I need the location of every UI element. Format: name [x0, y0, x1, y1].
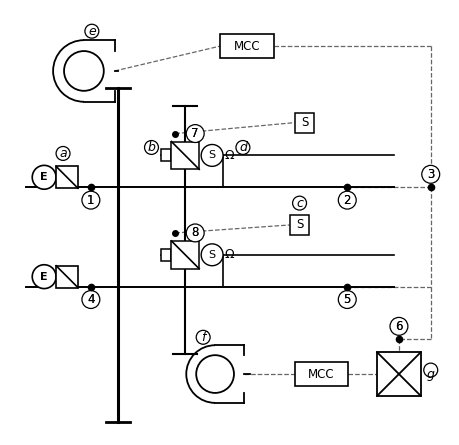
Text: c: c: [296, 197, 303, 210]
Circle shape: [82, 291, 100, 308]
Bar: [171, 241, 199, 269]
Bar: [56, 266, 78, 287]
Circle shape: [201, 145, 223, 166]
Text: d: d: [239, 141, 247, 154]
Bar: [56, 166, 78, 188]
Text: Ω: Ω: [224, 248, 234, 261]
Bar: [290, 215, 309, 235]
Text: E: E: [40, 271, 48, 282]
Text: 3: 3: [427, 168, 434, 181]
Bar: [220, 34, 274, 58]
Text: E: E: [40, 172, 48, 182]
Text: 1: 1: [87, 194, 95, 206]
Text: MCC: MCC: [308, 368, 335, 380]
Text: S: S: [208, 150, 216, 160]
Text: MCC: MCC: [234, 40, 260, 53]
Text: 7: 7: [191, 127, 199, 140]
Bar: [162, 150, 171, 162]
Text: 8: 8: [191, 227, 199, 239]
Circle shape: [32, 166, 56, 189]
Bar: [295, 113, 314, 133]
Circle shape: [32, 265, 56, 289]
Text: 6: 6: [395, 320, 403, 333]
Text: 8: 8: [191, 227, 199, 239]
Text: Ω: Ω: [224, 149, 234, 162]
Text: 4: 4: [87, 293, 95, 306]
Circle shape: [186, 125, 204, 142]
Text: 1: 1: [87, 194, 95, 206]
Text: 7: 7: [191, 127, 199, 140]
Text: g: g: [427, 368, 435, 380]
Text: f: f: [201, 331, 205, 344]
Circle shape: [422, 166, 440, 183]
Text: 5: 5: [344, 293, 351, 306]
Bar: [377, 352, 421, 396]
Bar: [162, 249, 171, 261]
Circle shape: [338, 191, 356, 209]
Circle shape: [82, 191, 100, 209]
Text: b: b: [147, 141, 156, 154]
Text: S: S: [208, 250, 216, 260]
Text: 5: 5: [344, 293, 351, 306]
Text: e: e: [88, 25, 96, 38]
Text: 3: 3: [427, 168, 434, 181]
Circle shape: [390, 317, 408, 335]
Circle shape: [338, 291, 356, 308]
Text: S: S: [301, 116, 308, 129]
Bar: [295, 362, 348, 386]
Text: 4: 4: [87, 293, 95, 306]
Text: 2: 2: [343, 194, 351, 206]
Text: 2: 2: [343, 194, 351, 206]
Text: S: S: [296, 218, 303, 231]
Bar: [171, 142, 199, 170]
Text: a: a: [59, 147, 67, 160]
Circle shape: [201, 244, 223, 266]
Text: 6: 6: [395, 320, 403, 333]
Circle shape: [186, 224, 204, 242]
